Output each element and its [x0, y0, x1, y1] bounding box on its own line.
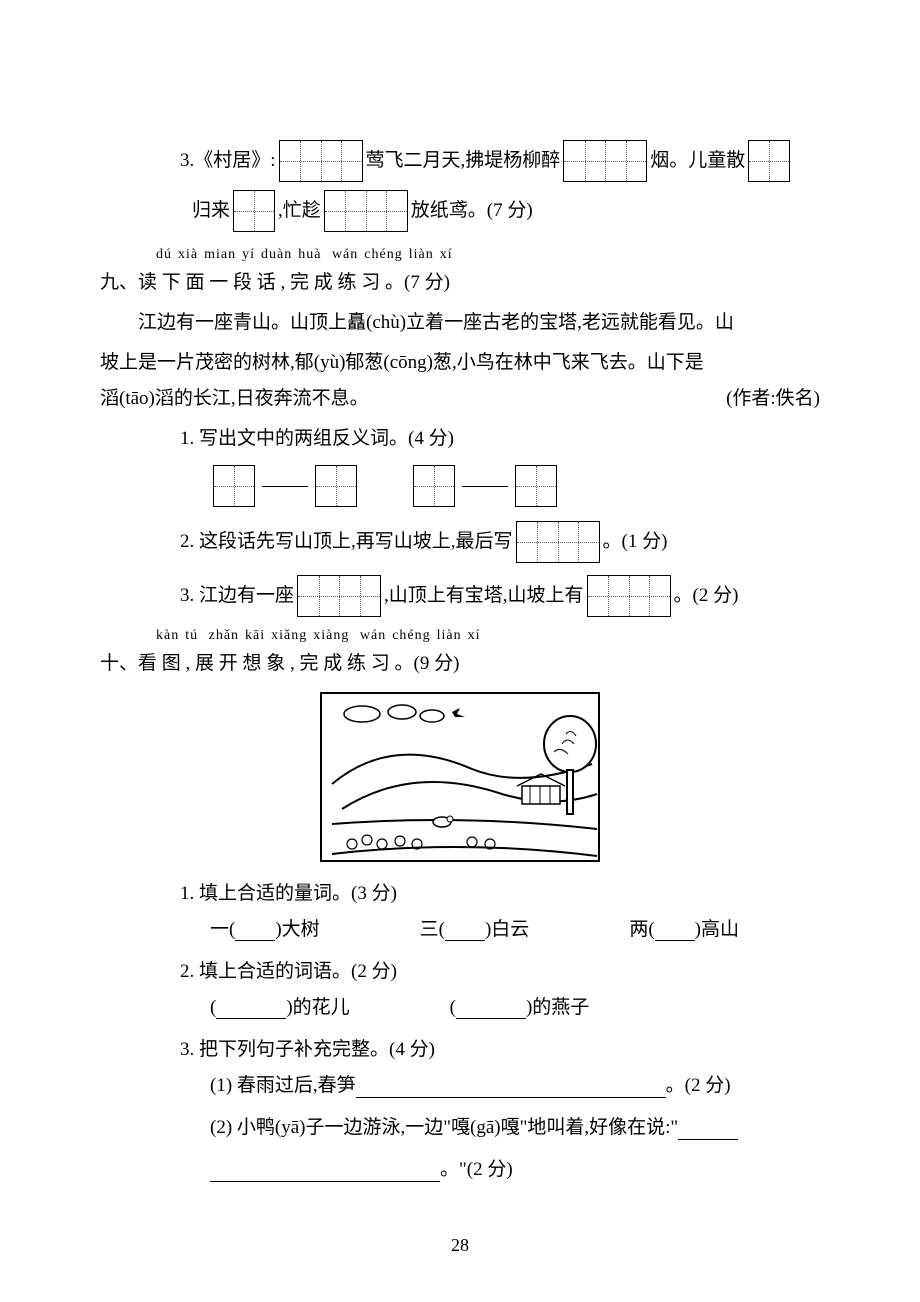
blank-input[interactable] — [216, 997, 286, 1020]
q3-seg2: 烟。儿童散 — [650, 143, 745, 179]
q3-1-a: (1) 春雨过后,春笋 — [210, 1068, 356, 1104]
dash-connector — [262, 486, 308, 487]
q3-1-b: 。(2 分) — [666, 1068, 731, 1104]
q3-line1: 3.《村居》: 莺飞二月天,拂堤杨柳醉 烟。儿童散 — [100, 140, 820, 182]
q3-2-b: 。"(2 分) — [440, 1152, 513, 1188]
sec10-head: 十、看 图 , 展 开 想 象 , 完 成 练 习 。(9 分) — [100, 646, 820, 682]
answer-box[interactable] — [413, 465, 455, 507]
sec9-head: 九、读 下 面 一 段 话 , 完 成 练 习 。(7 分) — [100, 265, 820, 301]
sec9-q3b: ,山顶上有宝塔,山坡上有 — [384, 578, 584, 614]
blank-input[interactable] — [210, 1159, 440, 1182]
sec10-q3: 3. 把下列句子补充完整。(4 分) — [100, 1032, 820, 1068]
answer-box[interactable] — [297, 575, 381, 617]
dash-connector — [462, 486, 508, 487]
q3-line2: 归来 ,忙趁 放纸鸢。(7 分) — [100, 190, 820, 232]
answer-box[interactable] — [563, 140, 647, 182]
sec9-author: (作者:佚名) — [726, 381, 820, 417]
sec9-q2b: 。(1 分) — [603, 524, 668, 560]
blank-input[interactable] — [235, 918, 275, 941]
answer-box[interactable] — [516, 521, 600, 563]
sec9-passage: 江边有一座青山。山顶上矗(chù)立着一座古老的宝塔,老远就能看见。山 坡上是一… — [100, 305, 820, 417]
q1-one-a: 一( — [210, 912, 235, 948]
sec9-p2: 坡上是一片茂密的树林,郁(yù)郁葱(cōng)葱,小鸟在林中飞来飞去。山下是 — [100, 345, 820, 381]
sec9-q3c: 。(2 分) — [674, 578, 739, 614]
sec10-q1: 1. 填上合适的量词。(3 分) — [100, 876, 820, 912]
q1-two-a: 两( — [629, 912, 654, 948]
answer-box[interactable] — [233, 190, 275, 232]
answer-box[interactable] — [213, 465, 255, 507]
answer-box[interactable] — [587, 575, 671, 617]
q3-seg3: 归来 — [192, 193, 230, 229]
q1-one-b: )大树 — [275, 912, 319, 948]
sec10-q2-items: ( )的花儿 ( )的燕子 — [100, 990, 820, 1026]
q3-seg4: ,忙趁 — [278, 193, 321, 229]
sec10-q2: 2. 填上合适的词语。(2 分) — [100, 954, 820, 990]
illustration — [320, 692, 600, 862]
sec9-q1: 1. 写出文中的两组反义词。(4 分) — [100, 421, 820, 457]
q2-swallow-b: )的燕子 — [526, 990, 589, 1026]
page-number: 28 — [0, 1228, 920, 1262]
sec9-p3: 滔(tāo)滔的长江,日夜奔流不息。 — [100, 388, 369, 409]
answer-box[interactable] — [324, 190, 408, 232]
sec9-q3a: 3. 江边有一座 — [180, 578, 294, 614]
blank-input[interactable] — [456, 997, 526, 1020]
sec9-q1-boxes — [100, 465, 820, 507]
sec9-q2a: 2. 这段话先写山顶上,再写山坡上,最后写 — [180, 524, 513, 560]
sec10-q1-items: 一( )大树 三( )白云 两( )高山 — [100, 912, 820, 948]
blank-input[interactable] — [356, 1075, 666, 1098]
answer-box[interactable] — [515, 465, 557, 507]
q3-label: 3.《村居》: — [180, 143, 276, 179]
q2-flower-b: )的花儿 — [286, 990, 349, 1026]
q3-seg5: 放纸鸢。(7 分) — [411, 193, 533, 229]
q1-three-a: 三( — [420, 912, 445, 948]
answer-box[interactable] — [315, 465, 357, 507]
sec9-q2: 2. 这段话先写山顶上,再写山坡上,最后写 。(1 分) — [100, 521, 820, 563]
q1-three-b: )白云 — [485, 912, 529, 948]
answer-box[interactable] — [748, 140, 790, 182]
sec10-q3-2a: (2) 小鸭(yā)子一边游泳,一边"嘎(gā)嘎"地叫着,好像在说:" — [100, 1110, 820, 1146]
answer-box[interactable] — [279, 140, 363, 182]
q3-seg1: 莺飞二月天,拂堤杨柳醉 — [366, 143, 561, 179]
sec9-q3: 3. 江边有一座 ,山顶上有宝塔,山坡上有 。(2 分) — [100, 575, 820, 617]
blank-input[interactable] — [655, 918, 695, 941]
q3-2-a: (2) 小鸭(yā)子一边游泳,一边"嘎(gā)嘎"地叫着,好像在说:" — [210, 1110, 678, 1146]
sec9-p3-row: 滔(tāo)滔的长江,日夜奔流不息。 (作者:佚名) — [100, 381, 820, 417]
sec10-q3-1: (1) 春雨过后,春笋 。(2 分) — [100, 1068, 820, 1104]
sec10-q3-2b: 。"(2 分) — [100, 1152, 820, 1188]
sec9-p1: 江边有一座青山。山顶上矗(chù)立着一座古老的宝塔,老远就能看见。山 — [100, 305, 820, 341]
blank-input[interactable] — [445, 918, 485, 941]
blank-input[interactable] — [678, 1117, 738, 1140]
q1-two-b: )高山 — [695, 912, 739, 948]
